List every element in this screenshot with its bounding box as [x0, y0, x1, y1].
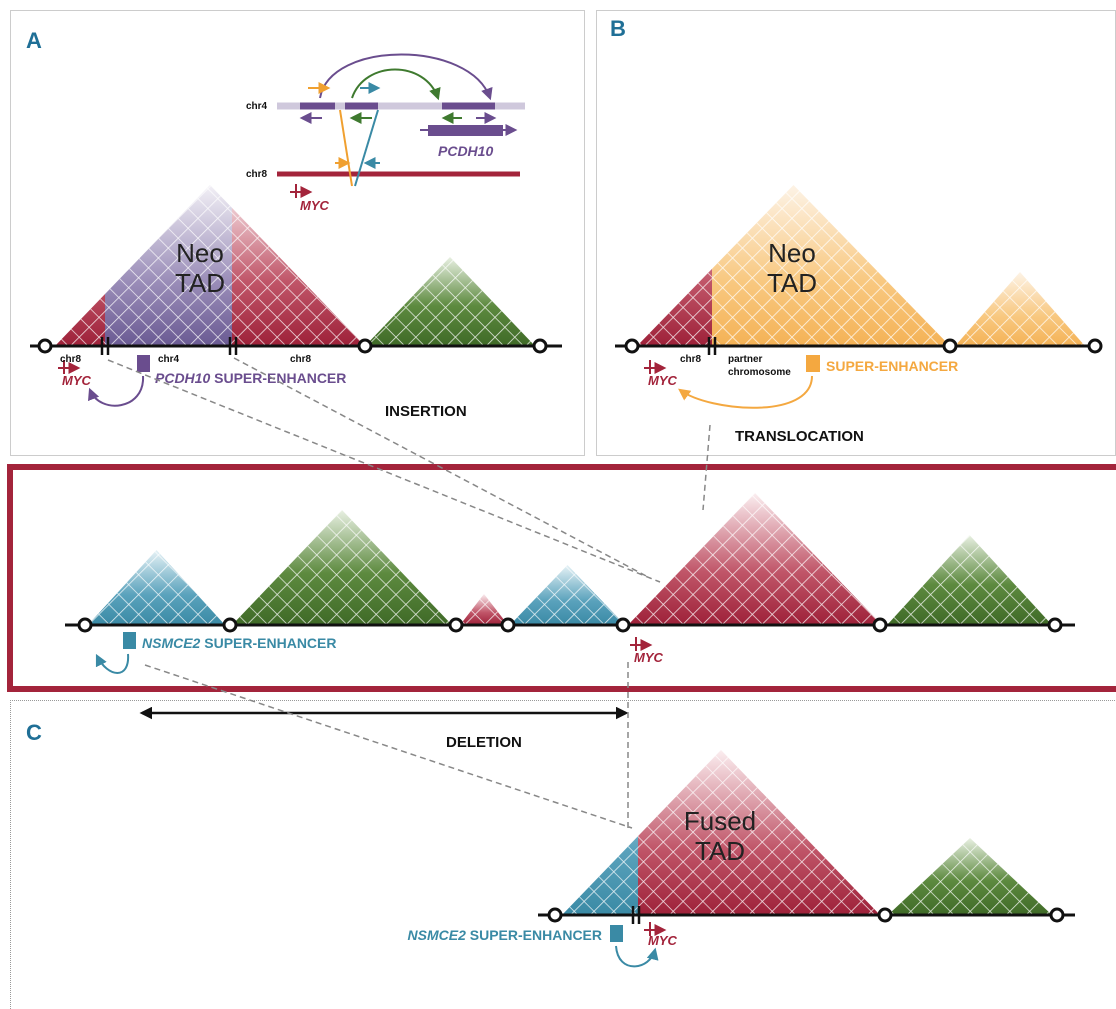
boundary [37, 338, 53, 354]
event-label: TRANSLOCATION [735, 428, 864, 445]
tad-grid [628, 493, 882, 625]
enhancer-label: SUPER-ENHANCER [826, 358, 958, 374]
boundary [877, 907, 893, 923]
tad [887, 535, 1052, 625]
boundary [500, 617, 516, 633]
tad-grid [88, 550, 225, 625]
tad-label: TAD [695, 836, 745, 866]
panel-label: B [610, 16, 626, 41]
chr-label: partner [728, 354, 763, 365]
enhancer [123, 632, 136, 649]
inset: chr4 chr8 PCDH10 MYC [246, 53, 525, 213]
chr-label: chromosome [728, 367, 791, 378]
boundary [1087, 338, 1103, 354]
myc-label: MYC [648, 933, 678, 948]
boundary [624, 338, 640, 354]
enhancer-label: NSMCE2 SUPER-ENHANCER [142, 635, 336, 651]
tad [628, 493, 882, 625]
loop-arrow [95, 653, 130, 674]
enhancer [137, 355, 150, 372]
boundary [448, 617, 464, 633]
tad-grid [460, 594, 508, 625]
myc-label: MYC [634, 650, 664, 665]
tad-grid [510, 565, 625, 625]
panel-c-border [10, 700, 1116, 1009]
tad-label: TAD [175, 268, 225, 298]
tad [510, 565, 625, 625]
chr-label: chr8 [290, 354, 312, 365]
tad-label: Neo [768, 238, 816, 268]
boundary [222, 617, 238, 633]
myc-label: MYC [648, 373, 678, 388]
tad [460, 594, 508, 625]
panel-a-border [10, 10, 585, 456]
connectors [107, 357, 711, 832]
center-border [7, 464, 1116, 692]
boundary [615, 617, 631, 633]
tad [888, 838, 1052, 915]
chr-label: chr4 [158, 354, 180, 365]
panel-label: C [26, 720, 42, 745]
chr-label: chr4 [246, 101, 268, 112]
tad [88, 550, 225, 625]
myc-label: MYC [62, 373, 92, 388]
boundary [1049, 907, 1065, 923]
tad-label: Neo [176, 238, 224, 268]
enhancer-label: PCDH10 SUPER-ENHANCER [155, 370, 346, 386]
boundary [532, 338, 548, 354]
tad [232, 510, 452, 625]
tad [955, 272, 1085, 346]
loop-arrow [678, 375, 813, 409]
tad [365, 257, 535, 346]
tad-grid [888, 838, 1052, 915]
tad-grid [887, 535, 1052, 625]
chr-label: chr8 [60, 354, 82, 365]
chr-label: chr8 [246, 169, 268, 180]
loop-arrow [88, 375, 145, 407]
tad-grid [955, 272, 1085, 346]
loop-arrow [615, 945, 659, 968]
myc-label: MYC [300, 198, 330, 213]
boundary [872, 617, 888, 633]
tad-label: TAD [767, 268, 817, 298]
event-label: INSERTION [385, 403, 467, 420]
boundary [547, 907, 563, 923]
boundary [357, 338, 373, 354]
gene-label: PCDH10 [438, 143, 493, 159]
enhancer-label: NSMCE2 SUPER-ENHANCER [408, 927, 602, 943]
panel-b-border [596, 10, 1116, 456]
enhancer [610, 925, 623, 942]
boundary [942, 338, 958, 354]
boundary [77, 617, 93, 633]
boundary [1047, 617, 1063, 633]
tad-label: Fused [684, 806, 756, 836]
tad-grid [232, 510, 452, 625]
enhancer [806, 355, 820, 372]
chr-label: chr8 [680, 354, 702, 365]
panel-label: A [26, 28, 42, 53]
tad-grid [365, 257, 535, 346]
event-label: DELETION [446, 734, 522, 751]
